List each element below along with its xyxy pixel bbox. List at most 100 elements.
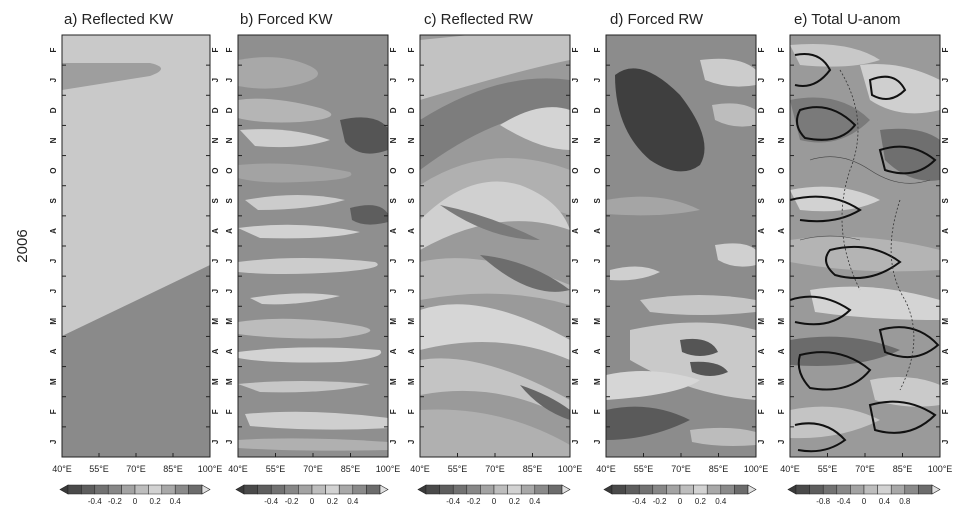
colorbar-segment [81, 484, 96, 495]
colorbar-label: -0.8 [816, 497, 830, 506]
month-label: A [593, 228, 602, 234]
colorbar-segment [638, 484, 654, 495]
month-label: M [211, 318, 220, 325]
month-label: J [941, 440, 950, 444]
month-label: J [49, 78, 58, 82]
region-e-10 [790, 406, 880, 439]
colorbar-label: 0.8 [899, 497, 911, 506]
colorbar-segment [679, 484, 694, 495]
band-c-1 [420, 35, 570, 100]
month-label: J [757, 78, 766, 82]
contour-b-14 [245, 411, 388, 430]
colorbar-segment [121, 484, 136, 495]
panel-b-field [238, 35, 388, 457]
colorbar-right-arrow [747, 484, 757, 495]
month-label: O [225, 168, 234, 174]
colorbar-segment [652, 484, 667, 495]
month-label: S [225, 197, 234, 203]
colorbar-label: -0.2 [653, 497, 667, 506]
x-tick-label: 55°E [266, 464, 286, 474]
month-label: O [389, 168, 398, 174]
region-e-1 [790, 44, 880, 67]
month-label: J [49, 289, 58, 293]
month-label: N [571, 137, 580, 143]
month-label: D [211, 107, 220, 113]
colorbar-label: -0.4 [837, 497, 851, 506]
contour-d-light-2 [712, 103, 756, 127]
contour-line-e-9 [797, 351, 872, 391]
month-label: F [757, 409, 766, 414]
month-label: J [757, 259, 766, 263]
month-label: M [389, 318, 398, 325]
colorbar-segment [466, 484, 481, 495]
thin-contour-e-1 [809, 156, 931, 184]
month-label: N [407, 137, 416, 143]
contour-line-e-7 [790, 295, 852, 326]
region-e-7 [810, 286, 940, 320]
colorbar-segment [161, 484, 176, 495]
x-tick-label: 85°E [163, 464, 183, 474]
colorbar-label: 0.2 [150, 497, 162, 506]
colorbar-left-arrow [235, 484, 245, 495]
band-c-7 [420, 258, 570, 305]
month-label: O [593, 168, 602, 174]
month-label: D [389, 107, 398, 113]
colorbar-right-arrow [379, 484, 389, 495]
colorbar-segment [863, 484, 878, 495]
contour-line-e-10 [868, 400, 937, 434]
x-tick-label: 55°E [89, 464, 109, 474]
year-label: 2006 [14, 229, 31, 262]
month-label: F [407, 409, 416, 414]
panel-c: c) Reflected RW [419, 11, 571, 458]
colorbar-left-arrow [603, 484, 613, 495]
month-label: F [757, 48, 766, 53]
month-label: S [593, 197, 602, 203]
panel-b-title: b) Forced KW [240, 11, 333, 28]
panel-d-field [606, 35, 756, 457]
month-label: A [941, 228, 950, 234]
colorbar-segment [243, 484, 258, 495]
month-label: N [389, 137, 398, 143]
month-label: M [225, 318, 234, 325]
region-e-9 [870, 376, 940, 407]
month-label: F [225, 48, 234, 53]
colorbar-label: -0.4 [446, 497, 460, 506]
contour-b-8 [350, 205, 388, 225]
panel-a-field [62, 35, 210, 457]
x-tick-label: 85°E [523, 464, 543, 474]
band-c-2 [420, 78, 570, 170]
contour-b-12 [238, 347, 382, 363]
x-tick-label: 40°E [228, 464, 248, 474]
month-label: O [49, 168, 58, 174]
contour-line-e-11 [794, 422, 847, 453]
month-label: A [225, 348, 234, 354]
x-tick-label: 70°E [126, 464, 146, 474]
colorbar-segment [352, 484, 367, 495]
month-label: D [225, 107, 234, 113]
month-label: M [941, 378, 950, 385]
month-label: A [777, 348, 786, 354]
x-tick-label: 55°E [448, 464, 468, 474]
contour-a-tongue [62, 63, 161, 90]
colorbar-segment [850, 484, 865, 495]
x-tick-label: 40°E [596, 464, 616, 474]
month-label: J [225, 440, 234, 444]
contour-d-light-4 [715, 243, 756, 267]
colorbar-segment [174, 484, 189, 495]
month-label: O [777, 168, 786, 174]
colorbar-segment [188, 484, 203, 495]
colorbar-segment [877, 484, 892, 495]
colorbar-segment [270, 484, 286, 495]
region-e-6 [790, 236, 940, 272]
month-label: F [777, 48, 786, 53]
month-label: M [49, 318, 58, 325]
colorbar-label: -0.4 [264, 497, 278, 506]
colorbar-segment [94, 484, 109, 495]
x-tick-label: 85°E [709, 464, 729, 474]
month-label: J [757, 440, 766, 444]
month-label: A [757, 348, 766, 354]
colorbar-segment [734, 484, 749, 495]
month-label: A [757, 228, 766, 234]
month-label: J [49, 440, 58, 444]
colorbar-segment [134, 484, 149, 495]
